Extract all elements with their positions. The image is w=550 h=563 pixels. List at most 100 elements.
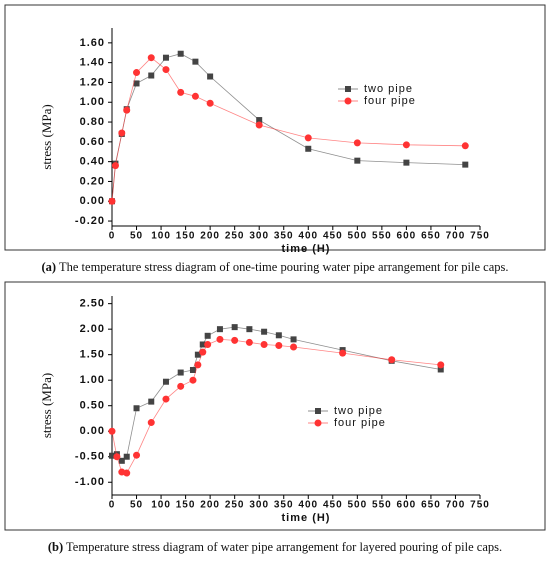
x-tick-label: 650 bbox=[421, 500, 441, 511]
x-tick-label: 600 bbox=[397, 231, 417, 242]
y-tick-label: 2.50 bbox=[80, 298, 105, 310]
legend-label: four pipe bbox=[334, 417, 386, 429]
x-tick-label: 550 bbox=[372, 500, 392, 511]
x-tick-label: 50 bbox=[130, 500, 143, 511]
panel-frame bbox=[4, 4, 546, 251]
marker bbox=[204, 332, 211, 339]
marker bbox=[290, 343, 298, 351]
marker bbox=[111, 162, 119, 170]
y-tick-label: 1.40 bbox=[80, 57, 105, 69]
marker bbox=[403, 159, 410, 166]
marker bbox=[148, 398, 155, 405]
marker bbox=[162, 378, 169, 385]
marker bbox=[275, 341, 283, 349]
y-tick-label: 0.50 bbox=[80, 400, 105, 412]
y-tick-label: -1.00 bbox=[75, 476, 105, 488]
legend-marker bbox=[345, 86, 351, 92]
y-tick-label: 1.50 bbox=[80, 349, 105, 361]
y-tick-label: -0.20 bbox=[75, 215, 105, 227]
marker bbox=[118, 129, 126, 137]
marker bbox=[133, 69, 141, 77]
x-tick-label: 50 bbox=[130, 231, 143, 242]
legend-label: two pipe bbox=[364, 83, 413, 95]
marker bbox=[437, 366, 444, 373]
marker bbox=[148, 72, 155, 79]
x-tick-label: 200 bbox=[200, 231, 220, 242]
legend-label: two pipe bbox=[334, 405, 383, 417]
legend-label: four pipe bbox=[364, 95, 416, 107]
marker bbox=[207, 73, 214, 80]
marker bbox=[177, 382, 185, 390]
x-tick-label: 100 bbox=[151, 500, 171, 511]
marker bbox=[191, 92, 199, 100]
x-tick-label: 500 bbox=[347, 500, 367, 511]
marker bbox=[108, 427, 116, 435]
marker bbox=[199, 341, 206, 348]
marker bbox=[108, 197, 116, 205]
x-tick-label: 750 bbox=[470, 231, 490, 242]
marker bbox=[204, 340, 212, 348]
marker bbox=[402, 141, 410, 149]
x-tick-label: 0 bbox=[109, 231, 116, 242]
x-tick-label: 350 bbox=[274, 500, 294, 511]
y-tick-label: 1.20 bbox=[80, 76, 105, 88]
caption: (a) The temperature stress diagram of on… bbox=[42, 260, 509, 274]
y-tick-label: 0.40 bbox=[80, 156, 105, 168]
marker bbox=[123, 106, 131, 114]
y-tick-label: 1.00 bbox=[80, 374, 105, 386]
marker bbox=[256, 117, 263, 124]
legend-marker bbox=[315, 408, 321, 414]
y-tick-label: 0.80 bbox=[80, 116, 105, 128]
marker bbox=[162, 54, 169, 61]
marker bbox=[113, 453, 121, 461]
marker bbox=[275, 332, 282, 339]
y-tick-label: 0.20 bbox=[80, 175, 105, 187]
marker bbox=[123, 453, 130, 460]
marker bbox=[353, 139, 361, 147]
y-tick-label: 0.00 bbox=[80, 425, 105, 437]
marker bbox=[194, 361, 202, 369]
marker bbox=[177, 369, 184, 376]
caption-text: The temperature stress diagram of one-ti… bbox=[59, 260, 508, 274]
x-tick-label: 250 bbox=[225, 231, 245, 242]
x-tick-label: 550 bbox=[372, 231, 392, 242]
x-tick-label: 150 bbox=[176, 500, 196, 511]
marker bbox=[231, 324, 238, 331]
caption-text: Temperature stress diagram of water pipe… bbox=[66, 540, 502, 554]
marker bbox=[109, 452, 115, 459]
marker bbox=[199, 348, 207, 356]
x-tick-label: 700 bbox=[446, 231, 466, 242]
marker bbox=[245, 338, 253, 346]
x-tick-label: 600 bbox=[397, 500, 417, 511]
marker bbox=[147, 54, 155, 62]
marker bbox=[339, 349, 347, 357]
x-tick-label: 250 bbox=[225, 500, 245, 511]
x-tick-label: 650 bbox=[421, 231, 441, 242]
y-tick-label: 2.00 bbox=[80, 323, 105, 335]
marker bbox=[123, 469, 131, 477]
x-tick-label: 450 bbox=[323, 231, 343, 242]
marker bbox=[437, 361, 445, 369]
marker bbox=[133, 405, 140, 412]
marker bbox=[216, 335, 224, 343]
caption: (b) Temperature stress diagram of water … bbox=[48, 540, 502, 554]
marker bbox=[177, 50, 184, 57]
y-tick-label: 0.60 bbox=[80, 136, 105, 148]
marker bbox=[231, 336, 239, 344]
x-tick-label: 750 bbox=[470, 500, 490, 511]
marker bbox=[162, 395, 170, 403]
y-tick-label: 1.00 bbox=[80, 96, 105, 108]
y-tick-label: -0.50 bbox=[75, 451, 105, 463]
marker bbox=[189, 376, 197, 384]
x-tick-label: 700 bbox=[446, 500, 466, 511]
marker bbox=[133, 451, 141, 459]
x-axis-label: time (H) bbox=[282, 512, 331, 524]
marker bbox=[260, 340, 268, 348]
x-tick-label: 0 bbox=[109, 500, 116, 511]
marker bbox=[206, 99, 214, 107]
x-tick-label: 350 bbox=[274, 231, 294, 242]
x-tick-label: 400 bbox=[298, 231, 318, 242]
marker bbox=[461, 142, 469, 150]
marker bbox=[290, 336, 297, 343]
